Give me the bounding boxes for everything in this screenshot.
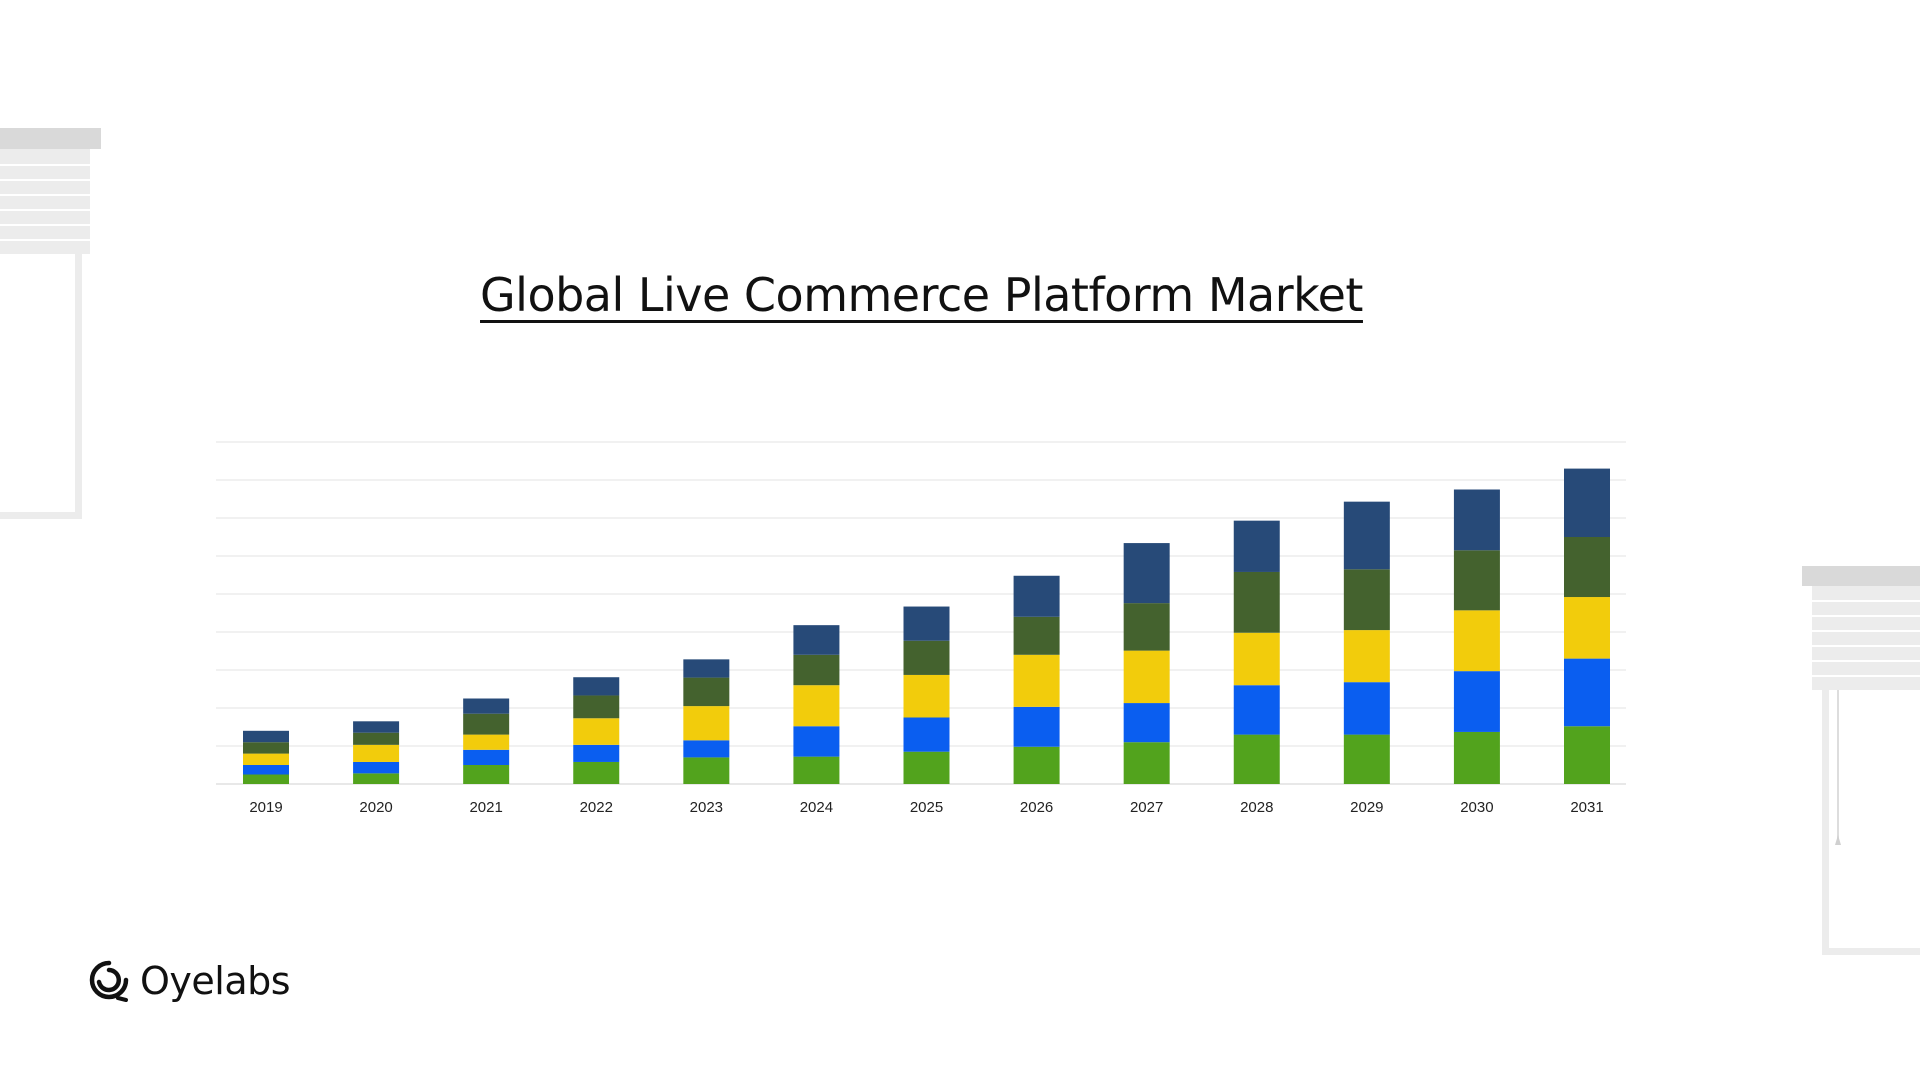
bar-segment-2023-series-4 (683, 677, 730, 707)
bar-segment-2029-series-4 (1343, 569, 1390, 631)
bar-segment-2019-series-4 (243, 742, 289, 754)
bar-segment-2029-series-1 (1343, 734, 1390, 784)
chart-title: Global Live Commerce Platform Market (480, 268, 1363, 322)
bar-segment-2027-series-3 (1123, 650, 1170, 704)
x-tick-labels: 2019 2020 2021 2022 2023 2024 2025 2026 2027 2028… (249, 799, 1603, 816)
bar-segment-2024-series-2 (793, 726, 840, 757)
bar-segment-2020-series-3 (353, 744, 400, 762)
bar-segment-2029-series-5 (1343, 501, 1390, 570)
bar-segment-2023-series-1 (683, 757, 730, 784)
bar-segment-2021-series-3 (463, 734, 510, 750)
bar-segment-2024-series-3 (793, 685, 840, 727)
bar-segment-2021-series-1 (463, 765, 510, 784)
x-tick-label: 2027 (1130, 799, 1163, 816)
bar-segment-2028-series-5 (1233, 520, 1280, 572)
bar-segment-2022-series-5 (573, 677, 620, 696)
bar-segment-2022-series-4 (573, 695, 620, 719)
bar-segment-2027-series-2 (1123, 703, 1170, 743)
bar-segment-2023-series-2 (683, 740, 730, 758)
bar-segment-2025-series-4 (903, 640, 950, 675)
bar-segment-2019-series-5 (243, 730, 289, 743)
bar-segment-2028-series-3 (1233, 632, 1280, 686)
brand-name: Oyelabs (140, 959, 291, 1003)
bar-segment-2026-series-5 (1013, 575, 1060, 617)
bar-segment-2020-series-5 (353, 721, 400, 733)
bar-segment-2030-series-1 (1453, 731, 1500, 784)
x-tick-label: 2026 (1020, 799, 1053, 816)
bar-segment-2024-series-4 (793, 654, 840, 686)
bar-segment-2023-series-3 (683, 706, 730, 741)
bar-segment-2019-series-1 (243, 774, 289, 784)
x-tick-label: 2022 (580, 799, 613, 816)
bar-segment-2022-series-1 (573, 761, 620, 784)
bar-segment-2025-series-3 (903, 674, 950, 718)
bar-segment-2031-series-1 (1564, 726, 1610, 784)
bar-segment-2027-series-1 (1123, 742, 1170, 784)
x-tick-label: 2020 (359, 799, 392, 816)
x-tick-label: 2028 (1240, 799, 1273, 816)
bars (243, 468, 1610, 784)
bar-segment-2020-series-1 (353, 773, 400, 784)
x-tick-label: 2029 (1350, 799, 1383, 816)
window-blind-left-icon (0, 128, 101, 519)
bar-segment-2020-series-2 (353, 761, 400, 774)
window-blind-right-icon (1802, 566, 1920, 955)
bar-segment-2023-series-5 (683, 659, 730, 678)
bar-segment-2031-series-3 (1564, 597, 1610, 659)
x-tick-label: 2024 (800, 799, 833, 816)
bar-segment-2026-series-3 (1013, 654, 1060, 707)
bar-segment-2030-series-4 (1453, 550, 1500, 611)
bar-segment-2030-series-3 (1453, 610, 1500, 672)
bar-segment-2024-series-1 (793, 756, 840, 784)
bar-segment-2026-series-4 (1013, 616, 1060, 655)
x-tick-label: 2023 (690, 799, 723, 816)
bar-segment-2025-series-5 (903, 606, 950, 641)
bar-segment-2026-series-2 (1013, 706, 1060, 747)
bar-segment-2019-series-3 (243, 753, 289, 765)
bar-segment-2019-series-2 (243, 765, 289, 775)
x-tick-label: 2021 (469, 799, 502, 816)
brand-logo: Oyelabs (88, 956, 291, 1006)
x-tick-label: 2031 (1570, 799, 1603, 816)
bar-segment-2031-series-4 (1564, 537, 1610, 598)
bar-segment-2025-series-2 (903, 717, 950, 752)
bar-segment-2020-series-4 (353, 732, 400, 745)
x-tick-label: 2025 (910, 799, 943, 816)
bar-segment-2028-series-1 (1233, 734, 1280, 784)
oyelabs-swirl-logo-icon (89, 960, 129, 1002)
bar-segment-2028-series-4 (1233, 571, 1280, 633)
bar-segment-2021-series-4 (463, 713, 510, 735)
bar-segment-2030-series-2 (1453, 671, 1500, 732)
bar-segment-2030-series-5 (1453, 489, 1500, 551)
bar-segment-2027-series-4 (1123, 603, 1170, 651)
bar-segment-2021-series-5 (463, 698, 510, 714)
bar-segment-2028-series-2 (1233, 685, 1280, 735)
bar-segment-2029-series-2 (1343, 682, 1390, 735)
bar-segment-2022-series-2 (573, 744, 620, 762)
bar-segment-2031-series-2 (1564, 658, 1610, 727)
bar-segment-2021-series-2 (463, 749, 510, 765)
bar-segment-2026-series-1 (1013, 746, 1060, 784)
x-tick-label: 2030 (1460, 799, 1493, 816)
bar-segment-2022-series-3 (573, 718, 620, 745)
bar-segment-2029-series-3 (1343, 630, 1390, 683)
bar-segment-2027-series-5 (1123, 543, 1170, 604)
bar-segment-2025-series-1 (903, 751, 950, 784)
x-tick-label: 2019 (249, 799, 282, 816)
bar-segment-2031-series-5 (1564, 468, 1610, 537)
bar-segment-2024-series-5 (793, 625, 840, 655)
